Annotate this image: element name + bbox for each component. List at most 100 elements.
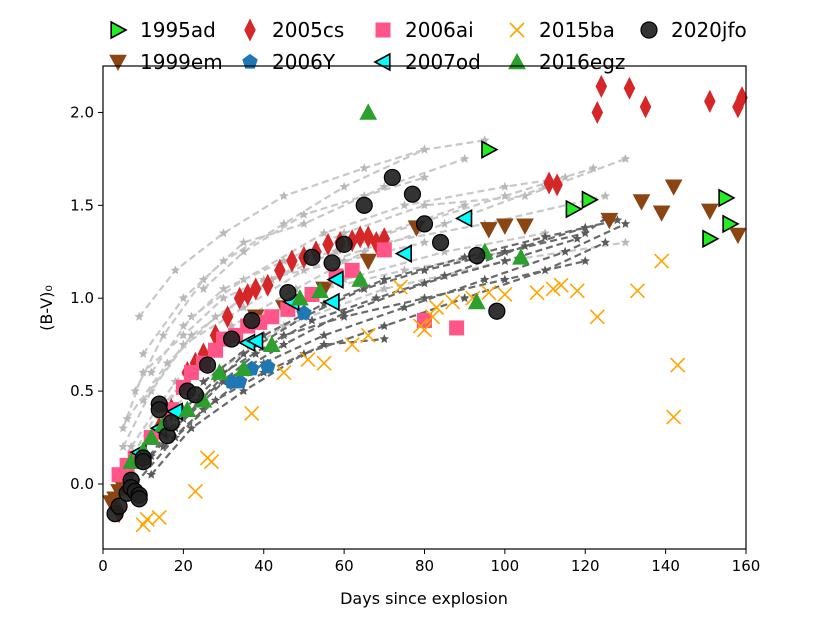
comparison-star-dark: [158, 441, 169, 451]
comparison-star-dark: [279, 339, 289, 349]
data-point-2005cs: [595, 74, 608, 98]
data-point-2015ba: [481, 285, 497, 301]
data-point-2007od: [322, 292, 340, 312]
comparison-star-dark: [146, 469, 156, 479]
comparison-star-dark: [258, 330, 269, 340]
data-point-2016egz: [351, 270, 370, 287]
comparison-star-light: [299, 209, 309, 219]
data-point-2016egz: [210, 363, 229, 380]
comparison-star-light: [178, 339, 189, 349]
comparison-star-light: [620, 237, 631, 247]
data-point-2005cs: [551, 173, 563, 197]
comparison-star-dark: [459, 252, 470, 262]
comparison-star-dark: [560, 246, 570, 256]
data-point-1995ad: [565, 199, 583, 219]
y-tick-label: 0.0: [70, 475, 94, 493]
comparison-star-dark: [419, 293, 430, 303]
comparison-star-light: [359, 191, 369, 201]
legend-label-2005cs: 2005cs: [272, 18, 344, 42]
data-point-2015ba: [666, 409, 682, 425]
data-point-2005cs: [262, 273, 274, 297]
comparison-star-dark: [238, 386, 249, 396]
data-point-2007od: [326, 270, 344, 289]
comparison-star-light: [218, 293, 229, 303]
comparison-curve-dark: [142, 260, 586, 467]
legend-marker-1995ad: [110, 20, 128, 40]
comparison-star-dark: [339, 308, 349, 318]
comparison-star-dark: [238, 348, 249, 358]
comparison-star-light: [118, 423, 128, 433]
data-point-2006Y: [260, 358, 276, 374]
data-point-1999em: [496, 218, 514, 235]
legend-entry-2006ai: 2006ai: [375, 18, 474, 42]
legend-label-1995ad: 1995ad: [140, 18, 216, 42]
comparison-star-dark: [379, 334, 390, 344]
y-tick-label: 2.0: [70, 103, 94, 121]
comparison-star-light: [162, 358, 173, 368]
comparison-star-light: [138, 348, 148, 358]
x-tick-label: 120: [571, 557, 600, 575]
comparison-star-light: [419, 237, 430, 247]
data-point-2020jfo: [415, 215, 434, 233]
comparison-star-dark: [540, 265, 550, 275]
data-point-2020jfo: [198, 356, 217, 374]
x-tick-label: 0: [98, 557, 108, 575]
data-point-2015ba: [529, 285, 545, 301]
data-point-2020jfo: [243, 311, 261, 330]
data-point-2006ai: [449, 320, 465, 336]
data-point-2015ba: [629, 283, 646, 299]
data-point-2005cs: [221, 305, 234, 329]
comparison-star-light: [620, 153, 631, 163]
comparison-star-light: [170, 376, 181, 386]
comparison-star-dark: [198, 376, 209, 386]
comparison-star-light: [379, 181, 390, 191]
y-tick-label: 1.0: [70, 289, 94, 307]
data-point-2007od: [394, 244, 413, 263]
data-point-2016egz: [311, 281, 329, 299]
legend-entry-2007od: 2007od: [373, 50, 481, 74]
comparison-star-dark: [580, 256, 591, 266]
series-2020jfo: [106, 168, 506, 523]
x-tick-label: 100: [491, 557, 520, 575]
legend-marker-2020jfo: [640, 21, 658, 39]
comparison-star-dark: [399, 302, 410, 312]
comparison-star-dark: [307, 315, 317, 325]
comparison-star-light: [210, 311, 221, 321]
data-point-2020jfo: [403, 185, 422, 203]
data-point-2006ai: [344, 262, 360, 278]
data-point-2020jfo: [355, 196, 373, 214]
data-point-1995ad: [718, 188, 736, 208]
legend-entry-2020jfo: 2020jfo: [640, 18, 747, 42]
data-point-1999em: [652, 205, 671, 222]
comparison-star-light: [379, 283, 390, 293]
comparison-star-light: [480, 135, 490, 145]
comparison-star-light: [500, 181, 510, 191]
legend-marker-1999em: [109, 54, 127, 72]
data-point-2006ai: [208, 342, 224, 358]
comparison-star-dark: [500, 246, 510, 256]
data-point-2020jfo: [150, 401, 168, 419]
series-2006Y: [223, 304, 312, 389]
data-point-2020jfo: [468, 246, 486, 265]
comparison-star-light: [198, 283, 209, 293]
comparison-star-light: [419, 172, 430, 182]
comparison-curves-light: [114, 135, 631, 489]
data-point-2016egz: [234, 359, 253, 377]
data-point-2006ai: [264, 309, 280, 325]
data-point-2015ba: [424, 309, 441, 325]
comparison-star-dark: [379, 321, 390, 331]
comparison-star-light: [158, 330, 169, 340]
comparison-star-light: [138, 367, 148, 377]
comparison-star-dark: [580, 222, 591, 232]
comparison-star-dark: [500, 256, 510, 266]
comparison-star-light: [146, 367, 156, 377]
data-point-2020jfo: [130, 490, 148, 508]
comparison-star-light: [299, 265, 309, 275]
comparison-star-light: [138, 395, 148, 405]
comparison-star-light: [600, 191, 611, 201]
legend-label-2007od: 2007od: [405, 50, 481, 74]
data-point-2015ba: [203, 454, 220, 470]
data-point-2016egz: [291, 289, 309, 306]
data-point-2015ba: [545, 281, 561, 297]
comparison-star-light: [170, 265, 181, 275]
